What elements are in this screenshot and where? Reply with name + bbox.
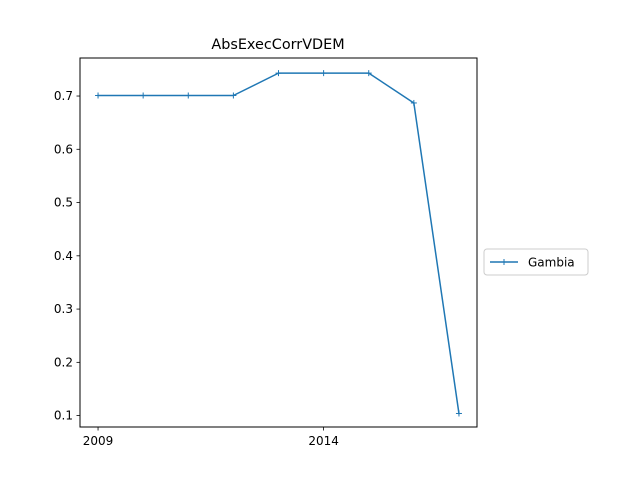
- axes: 0.1 0.2 0.3 0.4 0.5 0.6 0.7 2009 2014: [54, 57, 478, 448]
- legend[interactable]: Gambia: [483, 248, 589, 276]
- legend-box: [483, 248, 589, 276]
- legend-item[interactable]: Gambia: [490, 256, 575, 270]
- y-tick-label: 0.3: [54, 302, 73, 316]
- chart-title: AbsExecCorrVDEM: [211, 37, 344, 53]
- x-tick-label: 2014: [308, 434, 339, 448]
- legend-label: Gambia: [528, 256, 575, 270]
- data-point-marker: [320, 70, 327, 77]
- data-point-marker: [455, 410, 462, 417]
- y-tick-label: 0.5: [54, 196, 73, 210]
- data-point-marker: [95, 92, 102, 99]
- data-point-marker: [185, 92, 192, 99]
- y-tick-label: 0.7: [54, 89, 73, 103]
- y-tick-label: 0.6: [54, 142, 73, 156]
- data-point-marker: [365, 70, 372, 77]
- x-tick-label: 2009: [83, 434, 114, 448]
- data-point-marker: [410, 99, 417, 106]
- y-tick-label: 0.4: [54, 249, 73, 263]
- y-tick-label: 0.2: [54, 355, 73, 369]
- series-line-gambia: [97, 72, 460, 415]
- plot-area: [95, 70, 462, 417]
- data-point-marker: [140, 92, 147, 99]
- data-point-marker: [275, 70, 282, 77]
- y-tick-label: 0.1: [54, 409, 73, 423]
- data-point-marker: [230, 92, 237, 99]
- axes-frame: [79, 57, 478, 428]
